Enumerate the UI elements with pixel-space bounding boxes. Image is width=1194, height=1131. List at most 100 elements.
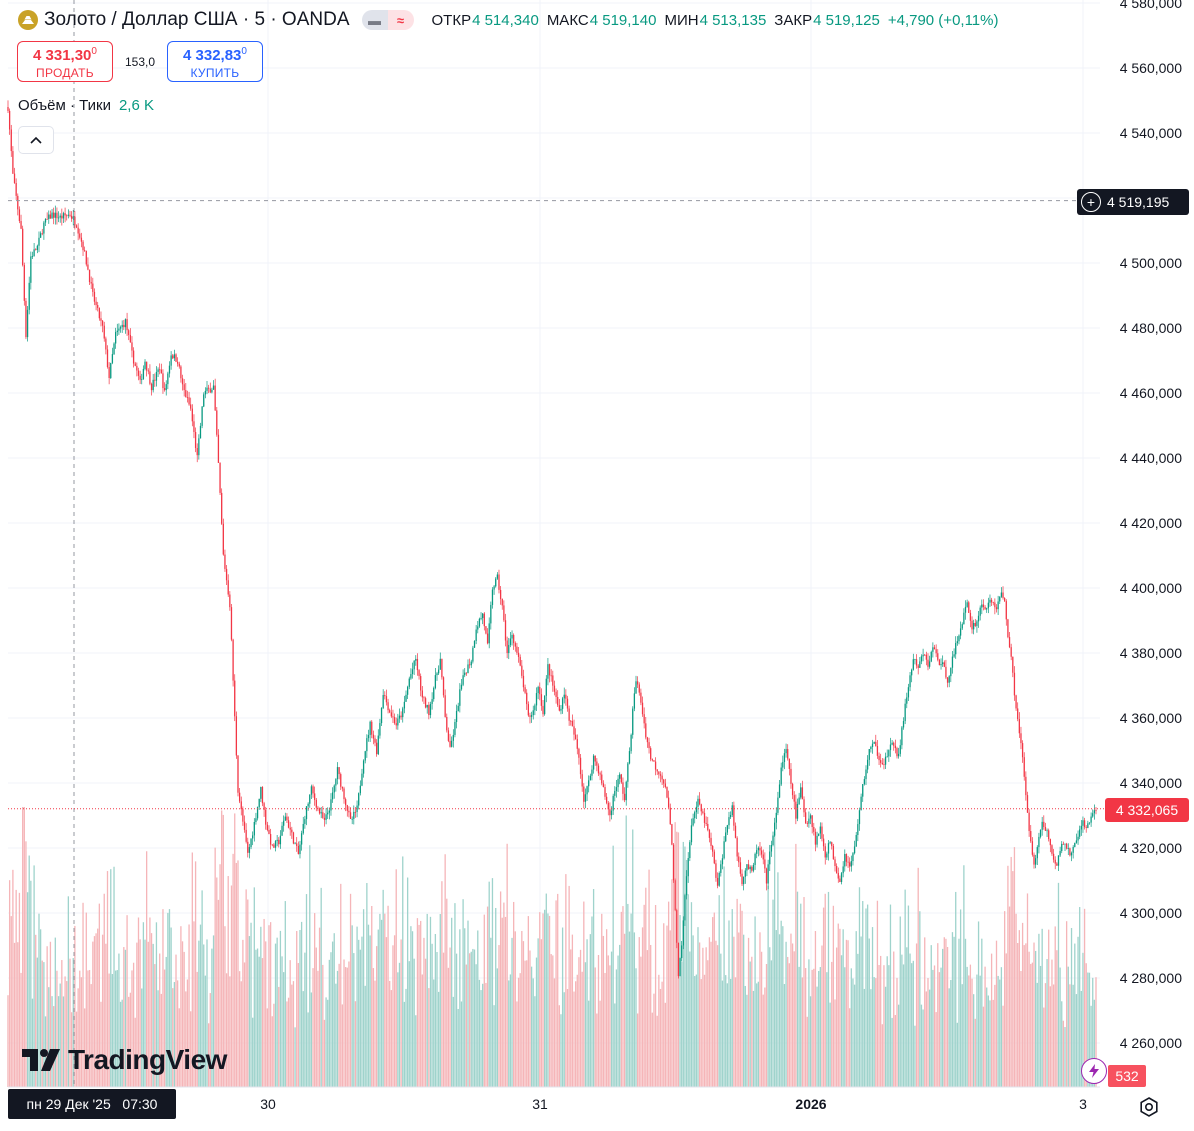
sell-button[interactable]: 4 331,300 ПРОДАТЬ bbox=[17, 41, 113, 82]
candle-body bbox=[43, 222, 45, 234]
volume-bar bbox=[643, 904, 645, 1087]
volume-bar bbox=[831, 961, 833, 1087]
indicator-pill[interactable]: ▬ ≈ bbox=[361, 10, 414, 30]
volume-bar bbox=[134, 1017, 136, 1087]
candle-body bbox=[224, 554, 226, 569]
volume-bar bbox=[904, 889, 906, 1087]
volume-bar bbox=[881, 1024, 883, 1087]
volume-legend[interactable]: Объём · Тики 2,6 K bbox=[18, 97, 154, 114]
candle-body bbox=[713, 851, 715, 864]
candle-body bbox=[852, 853, 854, 862]
volume-bar bbox=[1018, 930, 1020, 1087]
volume-bar bbox=[1070, 928, 1073, 1087]
candle-body bbox=[708, 829, 711, 838]
candle-body bbox=[844, 853, 846, 867]
volume-bar bbox=[446, 898, 448, 1087]
candle-body bbox=[57, 217, 60, 219]
volume-bar bbox=[708, 937, 711, 1087]
volume-bar bbox=[511, 937, 513, 1087]
candle-body bbox=[235, 716, 238, 756]
candle-body bbox=[139, 375, 141, 380]
candle-body bbox=[126, 319, 128, 331]
candle-body bbox=[411, 669, 414, 675]
bolt-icon[interactable] bbox=[1081, 1058, 1107, 1084]
candle-body bbox=[341, 786, 344, 789]
volume-bar bbox=[896, 977, 898, 1087]
candle-body bbox=[167, 373, 169, 385]
candle-body bbox=[902, 721, 905, 728]
volume-bar bbox=[584, 962, 587, 1087]
chevron-up-icon bbox=[30, 136, 42, 144]
candle-body bbox=[759, 847, 761, 851]
volume-bar bbox=[106, 871, 109, 1087]
candle-body bbox=[447, 730, 450, 741]
candle-body bbox=[661, 775, 663, 780]
candle-body bbox=[1061, 843, 1063, 852]
candle-body bbox=[485, 626, 487, 634]
volume-bar bbox=[514, 931, 516, 1087]
volume-bar bbox=[1062, 1020, 1065, 1087]
candle-body bbox=[1077, 836, 1079, 841]
volume-bar bbox=[33, 865, 35, 1087]
volume-bar bbox=[850, 968, 852, 1087]
volume-bar bbox=[819, 967, 821, 1087]
volume-bar bbox=[517, 977, 520, 1087]
candle-body bbox=[242, 809, 244, 822]
minus-icon[interactable]: ▬ bbox=[361, 10, 388, 30]
gold-symbol-icon[interactable] bbox=[18, 10, 38, 30]
volume-bar bbox=[1013, 847, 1016, 1087]
candle-body bbox=[677, 942, 680, 977]
volume-bar bbox=[654, 905, 657, 1087]
collapse-legend-button[interactable] bbox=[18, 126, 54, 154]
candle-body bbox=[702, 811, 704, 813]
volume-bar bbox=[889, 904, 892, 1087]
candle-body bbox=[390, 712, 392, 717]
candle-body bbox=[865, 769, 867, 780]
volume-bar bbox=[793, 951, 795, 1087]
settings-gear-icon[interactable] bbox=[1138, 1096, 1160, 1118]
volume-bar bbox=[783, 984, 786, 1087]
candle-body bbox=[739, 862, 742, 874]
volume-bar bbox=[669, 930, 671, 1087]
candle-body bbox=[604, 787, 606, 797]
volume-label: Объём · Тики bbox=[18, 97, 111, 114]
candle-body bbox=[762, 854, 764, 860]
volume-bar bbox=[317, 970, 319, 1087]
approx-icon[interactable]: ≈ bbox=[387, 10, 414, 30]
volume-bar bbox=[871, 927, 874, 1087]
volume-bar bbox=[772, 899, 774, 1087]
volume-bar bbox=[581, 971, 583, 1087]
volume-bar bbox=[583, 901, 585, 1087]
candle-body bbox=[576, 739, 578, 749]
volume-bar bbox=[480, 990, 482, 1087]
buy-button[interactable]: 4 332,830 КУПИТЬ bbox=[167, 41, 263, 82]
volume-bar bbox=[371, 905, 373, 1087]
candle-body bbox=[831, 842, 833, 846]
volume-bar bbox=[759, 932, 761, 1087]
candle-body bbox=[958, 635, 960, 642]
candle-body bbox=[268, 829, 270, 835]
crosshair-price-badge[interactable]: + 4 519,195 bbox=[1077, 189, 1189, 215]
volume-bar bbox=[522, 941, 525, 1087]
volume-bar bbox=[907, 905, 910, 1087]
candle-body bbox=[862, 784, 864, 797]
candle-body bbox=[424, 698, 427, 708]
candle-body bbox=[951, 656, 954, 668]
candle-body bbox=[442, 677, 445, 696]
volume-bar bbox=[788, 963, 790, 1087]
volume-bar bbox=[589, 934, 591, 1087]
volume-bar bbox=[206, 939, 208, 1087]
candle-body bbox=[462, 675, 464, 685]
symbol-title[interactable]: Золото / Доллар США · 5 · OANDA bbox=[44, 9, 350, 30]
volume-bar bbox=[605, 929, 608, 1087]
volume-bar bbox=[1008, 906, 1011, 1087]
candle-body bbox=[922, 654, 924, 657]
candle-body bbox=[725, 832, 727, 842]
price-tick-label: 4 540,000 bbox=[1119, 125, 1182, 141]
candle-body bbox=[775, 812, 777, 823]
volume-bar bbox=[935, 1012, 937, 1087]
plus-icon[interactable]: + bbox=[1081, 192, 1101, 212]
volume-bar bbox=[506, 843, 508, 1087]
volume-bar bbox=[84, 1008, 86, 1087]
